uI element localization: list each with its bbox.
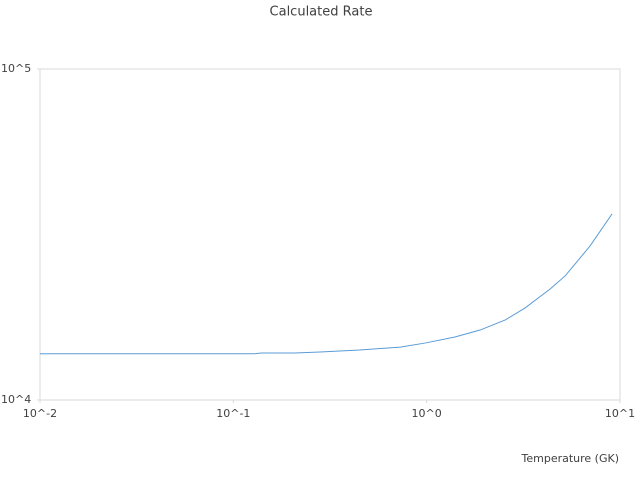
y-tick-label: 10^4 — [1, 393, 31, 406]
chart-title: Calculated Rate — [270, 5, 373, 20]
y-tick-label: 10^5 — [1, 62, 31, 75]
plot-frame — [39, 68, 621, 401]
x-axis-label: Temperature (GK) — [521, 452, 620, 465]
x-tick-label: 10^0 — [412, 407, 442, 420]
x-tick-label: 10^1 — [605, 407, 635, 420]
line-series — [40, 213, 613, 355]
x-tick-label: 10^-2 — [23, 407, 57, 420]
x-tick-label: 10^-1 — [216, 407, 250, 420]
